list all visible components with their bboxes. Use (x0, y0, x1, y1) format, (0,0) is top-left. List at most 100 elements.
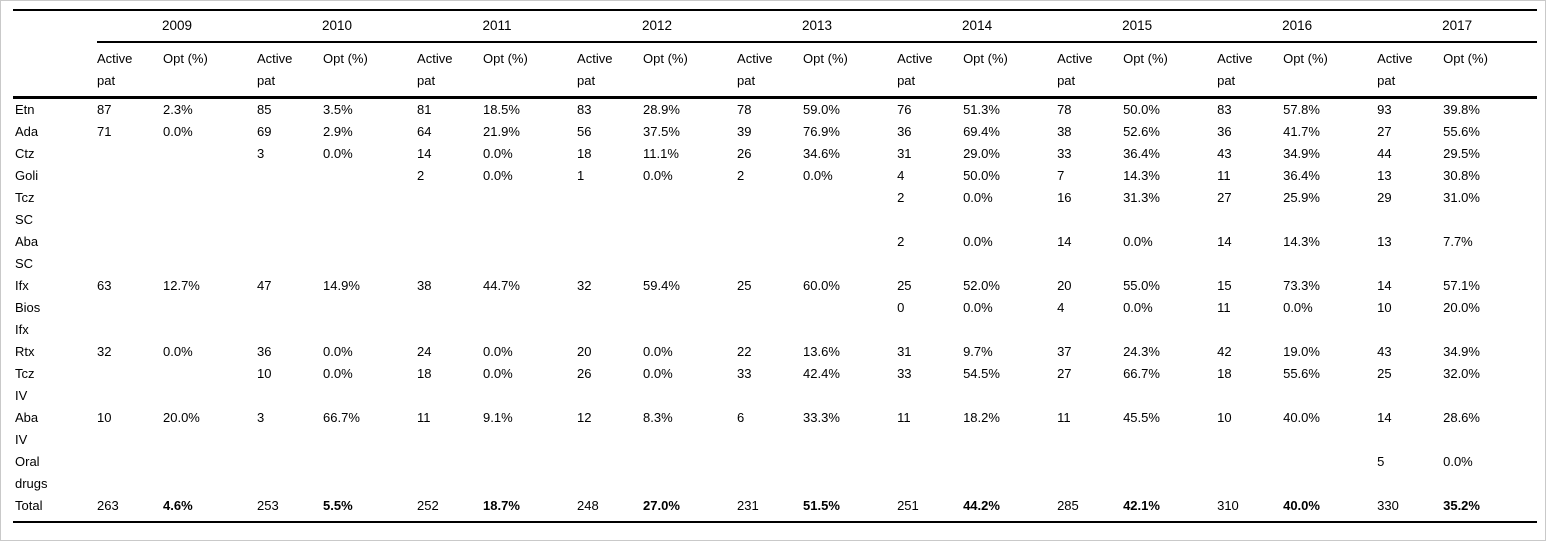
opt-cell (163, 451, 257, 495)
active-pat-cell: 10 (1217, 410, 1232, 425)
active-pat-cell: 231 (737, 495, 804, 523)
active-pat-cell: 44 (1377, 146, 1392, 161)
opt-cell (323, 231, 417, 275)
row-label: Ctz (15, 146, 35, 161)
active-pat-cell: 11 (897, 410, 911, 425)
active-pat-cell (737, 187, 803, 231)
opt-header-2013: Opt (%) (803, 42, 898, 99)
active-pat-cell (577, 297, 643, 341)
active-pat-cell (737, 231, 803, 275)
opt-cell: 0.0% (1123, 234, 1153, 249)
opt-header-2014: Opt (%) (963, 42, 1058, 99)
opt-cell: 76.9% (803, 124, 840, 139)
opt-header-2010: Opt (%) (323, 42, 418, 99)
year-header-2012: 2012 (577, 9, 738, 43)
active-pat-cell: 38 (1057, 124, 1072, 139)
active-pat-cell: 36 (1217, 124, 1232, 139)
active-pat-cell: 2 (737, 168, 745, 183)
active-pat-cell (417, 451, 483, 495)
active-pat-cell: 43 (1377, 344, 1392, 359)
opt-cell: 50.0% (963, 168, 1000, 183)
row-label: Aba SC (15, 234, 39, 271)
active-pat-cell (417, 231, 483, 275)
active-pat-cell: 37 (1057, 344, 1072, 359)
opt-cell: 45.5% (1123, 410, 1160, 425)
table-body: Etn 87 2.3% 85 3.5% 81 18.5% 83 28.9% 78 59.0% 76 51… (13, 98, 1538, 523)
active-pat-cell: 18 (577, 146, 592, 161)
opt-cell: 31.3% (1123, 190, 1160, 205)
active-pat-header-2016: Active pat (1217, 42, 1284, 99)
opt-cell (963, 451, 1057, 495)
opt-cell: 0.0% (963, 234, 993, 249)
opt-cell (323, 165, 417, 187)
active-pat-cell: 18 (1217, 366, 1232, 381)
opt-cell: 42.4% (803, 366, 840, 381)
opt-cell (643, 297, 737, 341)
active-pat-cell: 248 (577, 495, 644, 523)
opt-cell (163, 143, 257, 165)
active-pat-cell: 63 (97, 278, 112, 293)
active-pat-cell: 47 (257, 278, 272, 293)
active-pat-cell: 56 (577, 124, 592, 139)
opt-cell: 0.0% (643, 366, 673, 381)
opt-cell: 24.3% (1123, 344, 1160, 359)
active-pat-cell: 330 (1377, 495, 1444, 523)
active-pat-cell: 20 (577, 344, 592, 359)
row-label: Tcz IV (15, 366, 35, 403)
active-pat-cell: 64 (417, 124, 432, 139)
table-row: Tcz SC 2 0.0% 16 31.3% 27 25.9% 29 31.0% (13, 187, 1537, 231)
active-pat-cell: 33 (1057, 146, 1072, 161)
active-pat-cell: 285 (1057, 495, 1124, 523)
row-label: Total (13, 495, 97, 523)
opt-cell: 2.9% (323, 124, 353, 139)
active-pat-cell: 2 (417, 168, 425, 183)
active-pat-cell: 32 (97, 344, 112, 359)
table-row: Rtx 32 0.0% 36 0.0% 24 0.0% 20 0.0% 22 13.6% 31 9.7%… (13, 341, 1537, 363)
active-pat-cell: 18 (417, 366, 432, 381)
opt-cell: 28.9% (643, 102, 680, 117)
active-pat-cell: 10 (97, 410, 112, 425)
active-pat-cell: 14 (1057, 234, 1072, 249)
active-pat-header-2017: Active pat (1377, 42, 1444, 99)
active-pat-cell (257, 451, 323, 495)
opt-cell: 29.5% (1443, 146, 1480, 161)
active-pat-cell: 263 (97, 495, 163, 523)
opt-cell (163, 165, 257, 187)
opt-cell: 55.6% (1283, 366, 1320, 381)
active-pat-cell: 11 (1217, 300, 1231, 315)
table-header: 2009 2010 2011 2012 2013 2014 2015 2016 2017 Acti… (13, 9, 1538, 99)
active-pat-cell: 14 (1377, 410, 1392, 425)
active-pat-cell (257, 231, 323, 275)
active-pat-cell: 7 (1057, 168, 1065, 183)
active-pat-cell: 27 (1057, 366, 1072, 381)
year-header-2011: 2011 (417, 9, 578, 43)
active-pat-cell (1217, 451, 1283, 495)
opt-cell (323, 297, 417, 341)
active-pat-cell: 27 (1377, 124, 1392, 139)
year-header-2013: 2013 (737, 9, 898, 43)
opt-header-2011: Opt (%) (483, 42, 578, 99)
opt-cell: 0.0% (163, 344, 193, 359)
corner-cell (13, 9, 97, 42)
active-pat-cell (577, 451, 643, 495)
opt-cell: 0.0% (483, 344, 513, 359)
active-pat-cell: 25 (897, 278, 912, 293)
opt-cell (803, 297, 897, 341)
active-pat-cell: 78 (737, 102, 752, 117)
active-pat-cell: 33 (737, 366, 752, 381)
opt-cell: 21.9% (483, 124, 520, 139)
active-pat-header-2014: Active pat (897, 42, 964, 99)
active-pat-cell: 36 (257, 344, 272, 359)
active-pat-cell: 12 (577, 410, 592, 425)
opt-cell: 50.0% (1123, 102, 1160, 117)
active-pat-cell: 24 (417, 344, 432, 359)
active-pat-cell: 2 (897, 190, 905, 205)
opt-cell: 42.1% (1123, 495, 1218, 523)
active-pat-header-2009: Active pat (97, 42, 163, 99)
opt-cell (643, 231, 737, 275)
active-pat-cell: 2 (897, 234, 905, 249)
opt-cell: 34.9% (1283, 146, 1320, 161)
active-pat-cell (1057, 451, 1123, 495)
opt-cell: 52.0% (963, 278, 1000, 293)
opt-cell: 51.5% (803, 495, 898, 523)
